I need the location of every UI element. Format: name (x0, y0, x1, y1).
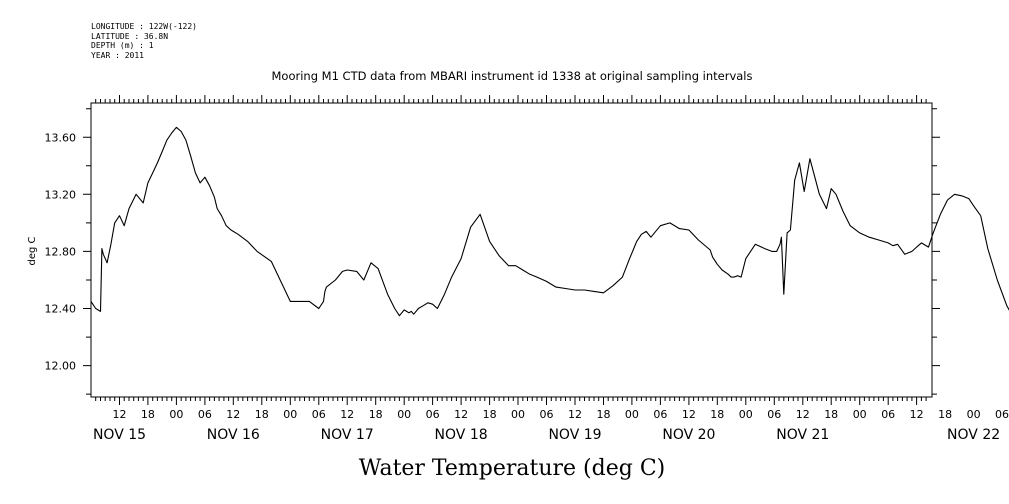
hour-tick-label: 06 (426, 408, 440, 421)
hour-tick-label: 18 (483, 408, 497, 421)
hour-tick-label: 18 (597, 408, 611, 421)
day-label: NOV 16 (207, 427, 260, 443)
hour-tick-label: 18 (938, 408, 952, 421)
day-label: NOV 20 (662, 427, 715, 443)
axes-group: 12 18 00 06 12 18 00 06 12 18 00 06 12 18 00 06 12 18 00 06… (45, 95, 1009, 443)
day-label: NOV 21 (776, 427, 829, 443)
day-label: NOV 19 (548, 427, 601, 443)
temperature-series-line-1 (90, 126, 982, 317)
hour-tick-label: 12 (796, 408, 810, 421)
meta-year: YEAR : 2011 (91, 51, 144, 60)
meta-longitude: LONGITUDE : 122W(-122) (91, 22, 197, 31)
hour-tick-label: 00 (397, 408, 411, 421)
hour-tick-label: 00 (853, 408, 867, 421)
hour-tick-label: 18 (255, 408, 269, 421)
meta-depth: DEPTH (m) : 1 (91, 41, 154, 50)
hour-tick-label: 00 (511, 408, 525, 421)
hour-tick-label: 00 (625, 408, 639, 421)
hour-tick-label: 00 (283, 408, 297, 421)
day-label: NOV 18 (435, 427, 488, 443)
series-layer (90, 126, 1009, 317)
plot-frame (90, 102, 933, 398)
hour-tick-label: 18 (141, 408, 155, 421)
y-tick-label: 12.80 (45, 245, 77, 258)
chart-title: Mooring M1 CTD data from MBARI instrumen… (272, 69, 753, 83)
hour-tick-label: 00 (739, 408, 753, 421)
y-tick-label: 12.40 (45, 303, 77, 316)
hour-tick-label: 12 (682, 408, 696, 421)
hour-tick-label: 06 (767, 408, 781, 421)
day-label: NOV 22 (947, 427, 1000, 443)
hour-tick-label: 06 (540, 408, 554, 421)
day-label: NOV 17 (321, 427, 374, 443)
y-axis-label: deg C (27, 236, 38, 265)
hour-tick-label: 06 (881, 408, 895, 421)
hour-tick-label: 18 (710, 408, 724, 421)
day-label: NOV 15 (93, 427, 146, 443)
hour-tick-label: 12 (910, 408, 924, 421)
hour-tick-label: 00 (169, 408, 183, 421)
hour-tick-label: 18 (824, 408, 838, 421)
metadata-block: LONGITUDE : 122W(-122) LATITUDE : 36.8N … (91, 22, 197, 60)
x-axis-label: Water Temperature (deg C) (359, 456, 666, 481)
y-tick-label: 12.00 (45, 360, 77, 373)
y-tick-marks (83, 108, 940, 395)
hour-tick-label: 06 (312, 408, 326, 421)
hour-tick-label: 06 (653, 408, 667, 421)
hour-tick-label: 18 (369, 408, 383, 421)
y-tick-label: 13.60 (45, 131, 77, 144)
temperature-series-line-2 (980, 215, 1009, 311)
hour-tick-label: 12 (113, 408, 127, 421)
hour-tick-label: 06 (198, 408, 212, 421)
y-tick-label: 13.20 (45, 188, 77, 201)
hour-tick-label: 12 (226, 408, 240, 421)
x-tick-marks (95, 95, 927, 405)
hour-tick-label: 06 (995, 408, 1009, 421)
hour-tick-label: 00 (967, 408, 981, 421)
hour-tick-label: 12 (454, 408, 468, 421)
meta-latitude: LATITUDE : 36.8N (91, 32, 168, 41)
hour-tick-label: 12 (568, 408, 582, 421)
hour-tick-label: 12 (340, 408, 354, 421)
